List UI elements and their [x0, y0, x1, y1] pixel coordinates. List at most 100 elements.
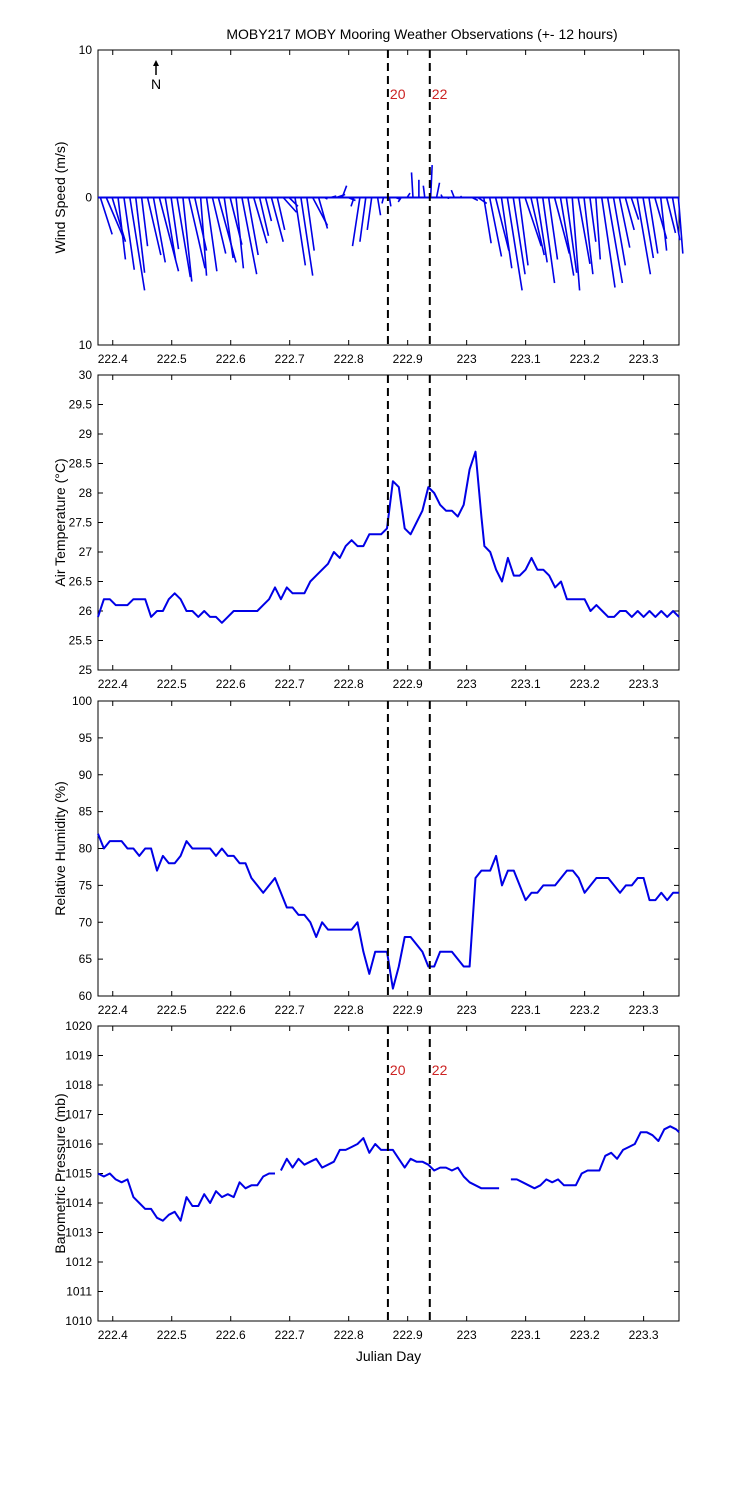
wind-vector: [170, 197, 180, 250]
wind-vector: [541, 197, 556, 284]
wind-vector: [395, 196, 400, 200]
wind-vector: [317, 197, 329, 229]
wind-vector: [176, 197, 192, 278]
wind-vector: [152, 197, 167, 263]
y-tick-label: 1011: [66, 1285, 92, 1299]
x-tick-label: 222.4: [98, 1328, 128, 1342]
x-tick-label: 222.6: [216, 352, 246, 366]
y-tick-label: 28.5: [69, 457, 93, 471]
x-tick-label: 222.5: [157, 677, 187, 691]
y-tick-label: 10: [79, 338, 93, 352]
x-tick-label: 223: [457, 1003, 477, 1017]
y-tick-label: 10: [79, 43, 93, 57]
wind-vector: [252, 197, 268, 244]
y-tick-label: 30: [79, 368, 93, 382]
x-tick-label: 222.8: [334, 1003, 364, 1017]
x-tick-label: 222.7: [275, 352, 305, 366]
wind-vector: [606, 197, 624, 284]
marker-label-22: 22: [432, 86, 448, 102]
wind-vector: [258, 197, 270, 237]
wind-vector: [99, 197, 113, 235]
wind-vector: [123, 197, 136, 270]
y-tick-label: 27.5: [69, 516, 93, 530]
x-tick-label: 222.6: [216, 1003, 246, 1017]
wind-vector: [397, 197, 402, 203]
series-line: [97, 833, 679, 990]
wind-vector: [494, 197, 510, 251]
y-axis-label: Barometric Pressure (mb): [52, 1093, 68, 1253]
wind-vector: [488, 197, 503, 257]
x-tick-label: 223.2: [570, 1003, 600, 1017]
wind-vector: [276, 197, 286, 231]
y-tick-label: 1012: [65, 1255, 92, 1269]
x-tick-label: 223.1: [511, 677, 541, 691]
wind-vector: [577, 197, 591, 265]
y-tick-label: 1018: [65, 1078, 92, 1092]
wind-vector: [671, 197, 681, 241]
y-tick-label: 95: [79, 731, 93, 745]
wind-vector: [571, 197, 581, 291]
wind-vector: [630, 197, 640, 220]
x-tick-label: 222.5: [157, 1003, 187, 1017]
wind-vector: [324, 196, 328, 200]
y-tick-label: 90: [79, 768, 93, 782]
wind-vector: [512, 197, 526, 275]
series-line: [280, 1137, 500, 1190]
x-tick-label: 222.4: [98, 677, 128, 691]
y-tick-label: 1010: [65, 1314, 92, 1328]
wind-vector: [559, 197, 575, 276]
x-tick-label: 222.9: [393, 677, 423, 691]
wind-vector: [241, 197, 258, 275]
wind-vector: [642, 197, 655, 259]
wind-vector: [381, 197, 385, 204]
y-tick-label: 1015: [65, 1167, 92, 1181]
x-tick-label: 222.6: [216, 677, 246, 691]
wind-vector: [140, 197, 149, 247]
y-axis-label: Wind Speed (m/s): [52, 141, 68, 253]
marker-label-20: 20: [390, 1062, 406, 1078]
y-tick-label: 25: [79, 663, 93, 677]
wind-vector: [146, 197, 162, 256]
wind-vector: [506, 197, 523, 291]
x-tick-label: 222.7: [275, 1003, 305, 1017]
x-tick-label: 222.7: [275, 677, 305, 691]
marker-label-20: 20: [390, 86, 406, 102]
y-tick-label: 1016: [65, 1137, 92, 1151]
wind-vector: [422, 185, 426, 198]
y-tick-label: 1013: [65, 1226, 92, 1240]
wind-vector: [536, 197, 548, 263]
x-tick-label: 222.8: [334, 352, 364, 366]
series-line: [97, 1172, 275, 1222]
y-tick-label: 1020: [65, 1019, 92, 1033]
panel-3: 60 65 70 75 80 85 90 95 100 222.4 222.5 222.6 222.7 2…: [52, 694, 680, 1017]
wind-vector: [600, 197, 616, 288]
wind-vector: [624, 197, 635, 231]
wind-vector: [282, 196, 298, 213]
north-arrow-head: [153, 60, 159, 66]
x-tick-label: 223.3: [629, 352, 659, 366]
wind-vector: [583, 197, 594, 275]
x-tick-label: 222.5: [157, 352, 187, 366]
wind-vector: [264, 197, 273, 222]
x-tick-label: 223.3: [629, 677, 659, 691]
wind-vector: [341, 185, 348, 198]
y-tick-label: 85: [79, 805, 93, 819]
wind-vector: [330, 195, 337, 199]
wind-vector: [524, 197, 543, 247]
wind-vector: [306, 197, 315, 251]
wind-vector: [105, 197, 125, 240]
wind-vector: [117, 197, 127, 260]
wind-vector: [595, 197, 602, 260]
wind-vector: [205, 197, 218, 272]
wind-vector: [565, 197, 578, 273]
wind-vector: [134, 197, 146, 273]
y-tick-label: 28: [79, 486, 93, 500]
x-tick-label: 222.9: [393, 1328, 423, 1342]
x-tick-label: 222.7: [275, 1328, 305, 1342]
wind-vector: [388, 197, 392, 207]
x-tick-label: 223: [457, 677, 477, 691]
x-tick-label: 223.2: [570, 677, 600, 691]
wind-vector: [471, 196, 479, 202]
